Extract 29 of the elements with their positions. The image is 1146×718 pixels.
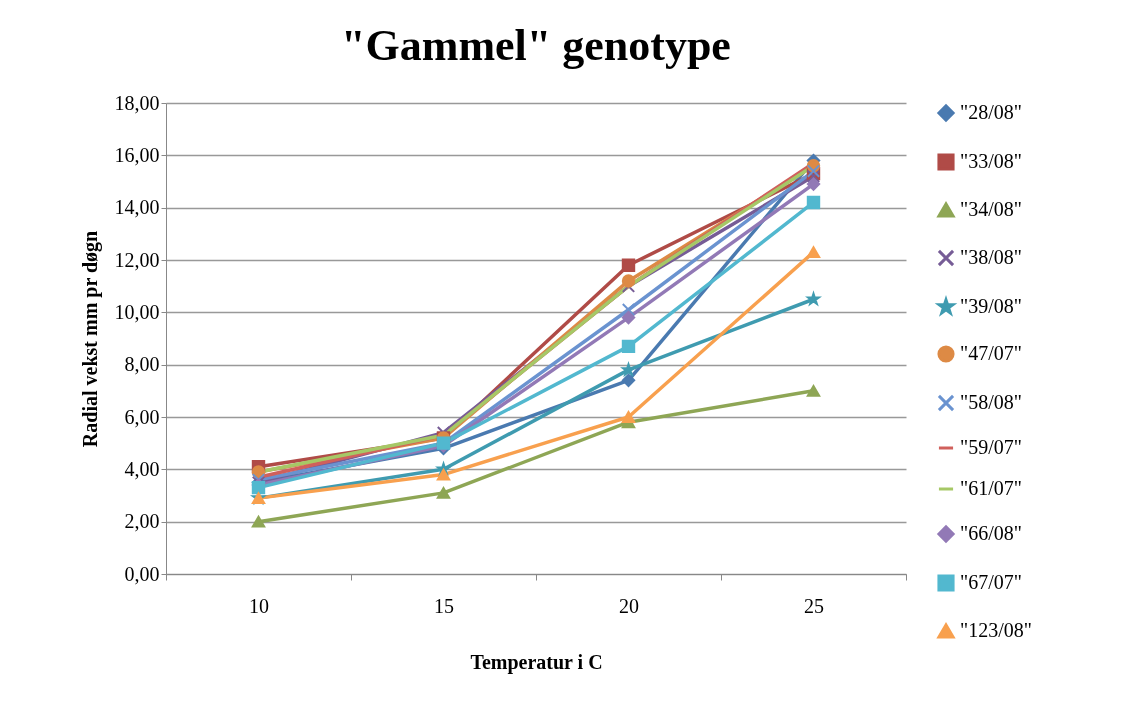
legend-label: "123/08" <box>960 619 1032 641</box>
y-tick-label: 14,00 <box>114 196 160 219</box>
legend-label: "66/08" <box>960 522 1022 544</box>
legend-label: "58/08" <box>960 391 1022 413</box>
legend-label: "28/08" <box>960 101 1022 123</box>
y-tick-label: 6,00 <box>124 405 160 428</box>
x-tick-label: 15 <box>434 594 454 617</box>
y-tick-label: 4,00 <box>124 457 160 480</box>
y-tick-label: 0,00 <box>124 562 160 585</box>
legend-label: "59/07" <box>960 436 1022 458</box>
legend-label: "33/08" <box>960 150 1022 172</box>
legend-label: "39/08" <box>960 295 1022 317</box>
x-tick-label: 25 <box>804 594 824 617</box>
y-tick-label: 8,00 <box>124 353 160 376</box>
y-axis-title: Radial vekst mm pr døgn <box>78 230 102 448</box>
y-tick-label: 2,00 <box>124 510 160 533</box>
y-tick-label: 12,00 <box>114 248 160 271</box>
legend-label: "67/07" <box>960 571 1022 593</box>
x-tick-label: 20 <box>619 594 639 617</box>
x-axis-title: Temperatur i C <box>470 650 603 674</box>
legend-label: "61/07" <box>960 477 1022 499</box>
x-tick-label: 10 <box>249 594 269 617</box>
legend-label: "38/08" <box>960 246 1022 268</box>
y-tick-label: 16,00 <box>114 143 160 166</box>
legend-label: "47/07" <box>960 342 1022 364</box>
y-tick-label: 10,00 <box>114 300 160 323</box>
y-tick-label: 18,00 <box>114 91 160 114</box>
legend-label: "34/08" <box>960 198 1022 220</box>
chart-title: "Gammel" genotype <box>341 21 731 70</box>
